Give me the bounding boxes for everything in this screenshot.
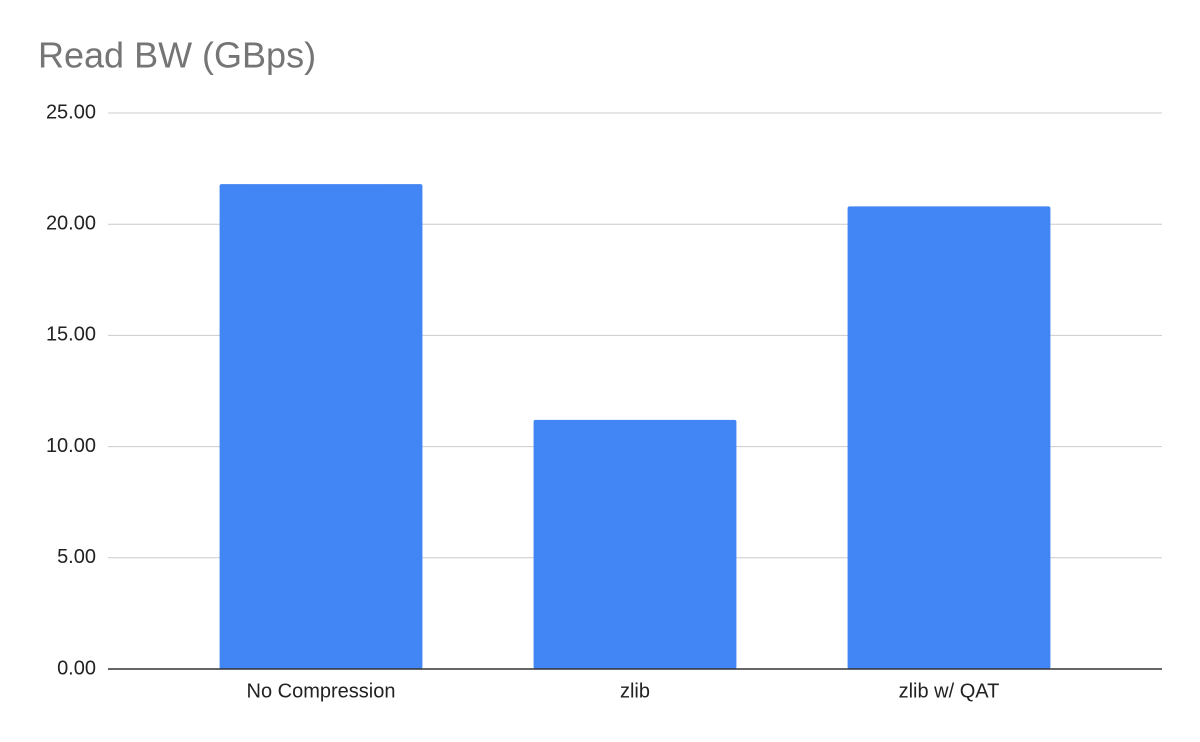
y-tick-label: 0.00	[57, 657, 96, 679]
bar	[533, 419, 737, 669]
x-tick-label: zlib w/ QAT	[899, 680, 1000, 702]
bar	[219, 184, 423, 669]
x-tick-label: No Compression	[247, 680, 396, 702]
bar	[847, 206, 1051, 669]
y-tick-label: 20.00	[46, 212, 96, 234]
y-tick-label: 25.00	[46, 101, 96, 123]
x-tick-label: zlib	[620, 680, 650, 702]
y-tick-label: 10.00	[46, 435, 96, 457]
y-tick-label: 5.00	[57, 546, 96, 568]
y-tick-label: 15.00	[46, 324, 96, 346]
chart-title: Read BW (GBps)	[38, 35, 316, 76]
